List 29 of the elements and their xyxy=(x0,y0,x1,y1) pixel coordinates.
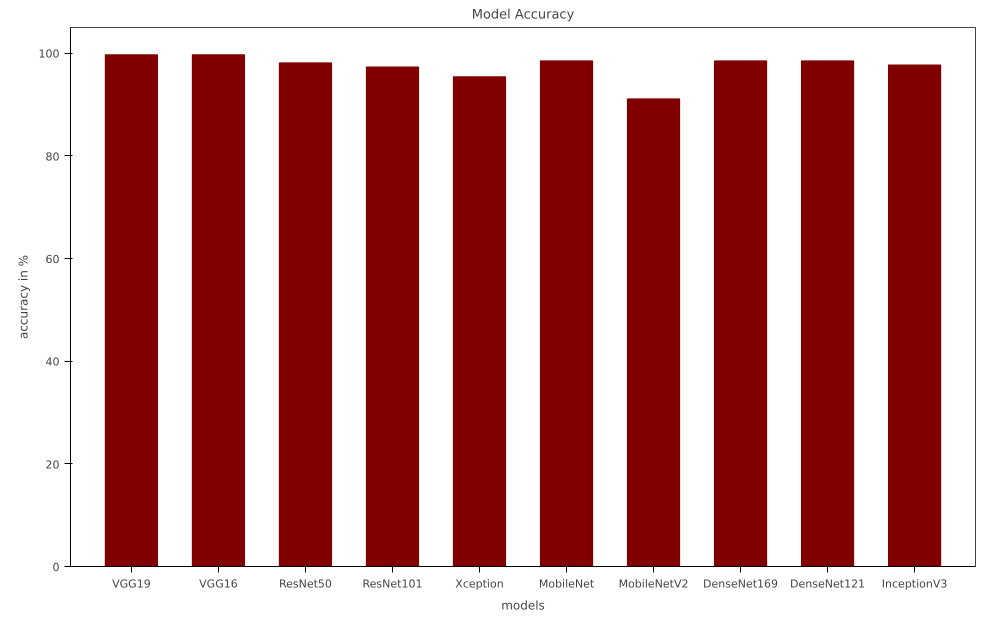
bar xyxy=(626,98,680,566)
x-tick-label: MobileNet xyxy=(538,578,595,590)
x-axis-title: models xyxy=(501,598,545,612)
bar xyxy=(278,62,332,566)
y-tick-label: 60 xyxy=(46,253,60,266)
bar xyxy=(714,60,768,566)
y-tick-label: 100 xyxy=(38,48,60,61)
bar xyxy=(366,66,420,566)
bar xyxy=(888,64,942,566)
y-tick-label: 20 xyxy=(46,458,60,472)
x-tick-label: InceptionV3 xyxy=(882,578,948,590)
x-tick-label: DenseNet169 xyxy=(703,578,778,590)
y-tick-label: 80 xyxy=(46,150,60,164)
x-tick-label: ResNet101 xyxy=(362,578,422,590)
chart-title: Model Accuracy xyxy=(472,8,575,22)
y-axis-title: accuracy in % xyxy=(16,254,31,340)
bar xyxy=(192,54,246,566)
bar xyxy=(452,76,506,566)
x-tick-label: ResNet50 xyxy=(278,578,332,590)
x-tick-label: VGG16 xyxy=(199,578,238,590)
y-tick-label: 40 xyxy=(46,356,60,369)
x-tick-label: MobileNetV2 xyxy=(618,578,688,590)
bar xyxy=(800,60,854,566)
bar xyxy=(104,54,158,566)
x-tick-label: DenseNet121 xyxy=(790,578,866,590)
bar xyxy=(540,60,594,566)
x-tick-label: Xception xyxy=(455,578,504,590)
x-tick-label: VGG19 xyxy=(112,578,151,590)
y-tick-label: 0 xyxy=(52,561,60,574)
